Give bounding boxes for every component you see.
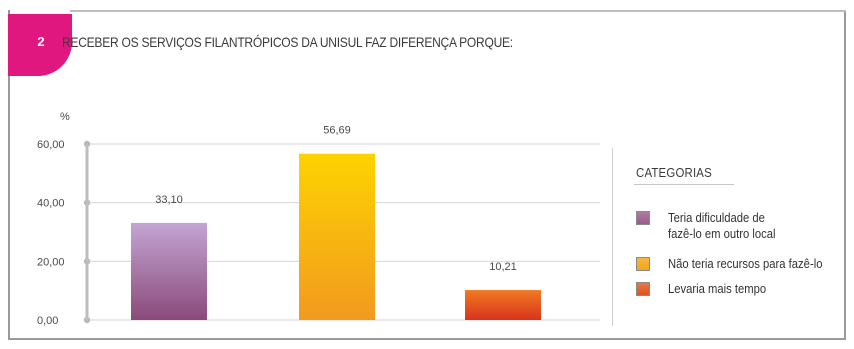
question-title: RECEBER OS SERVIÇOS FILANTRÓPICOS DA UNI… xyxy=(62,34,513,50)
legend-item-difficulty: Teria dificuldade de fazê-lo em outro lo… xyxy=(636,210,788,242)
question-number: 2 xyxy=(37,33,45,49)
legend-label: Não teria recursos para fazê-lo xyxy=(668,257,823,271)
legend-item-no-resources: Não teria recursos para fazê-lo xyxy=(636,256,840,272)
legend-item-more-time: Levaria mais tempo xyxy=(636,281,777,297)
bar-value-label: 33,10 xyxy=(155,194,183,206)
legend-swatch-orange xyxy=(636,257,650,271)
legend-divider xyxy=(612,148,613,326)
question-number-badge: 2 xyxy=(8,14,72,76)
y-tick-label: 60,00 xyxy=(37,139,65,151)
chart-frame xyxy=(8,10,846,340)
legend-swatch-red xyxy=(636,282,650,296)
y-tick-label: 20,00 xyxy=(37,256,65,268)
legend-label: Levaria mais tempo xyxy=(668,282,767,296)
top-rule xyxy=(70,10,846,12)
legend-swatch-purple xyxy=(636,211,650,225)
legend-title-underline xyxy=(634,184,734,185)
bar xyxy=(299,153,375,320)
bar-value-label: 10,21 xyxy=(489,261,517,273)
bar-chart: % 0,00 20,00 40,00 60,00 33,10 56,69 10,21 xyxy=(37,111,600,327)
bar-value-label: 56,69 xyxy=(323,125,351,137)
bar xyxy=(465,290,541,320)
y-axis-unit-label: % xyxy=(60,111,70,123)
bar xyxy=(131,222,207,320)
legend-label: Teria dificuldade de fazê-lo em outro lo… xyxy=(668,211,776,241)
y-tick-label: 0,00 xyxy=(37,315,58,327)
legend-title: CATEGORIAS xyxy=(636,165,712,180)
y-tick-label: 40,00 xyxy=(37,198,65,210)
